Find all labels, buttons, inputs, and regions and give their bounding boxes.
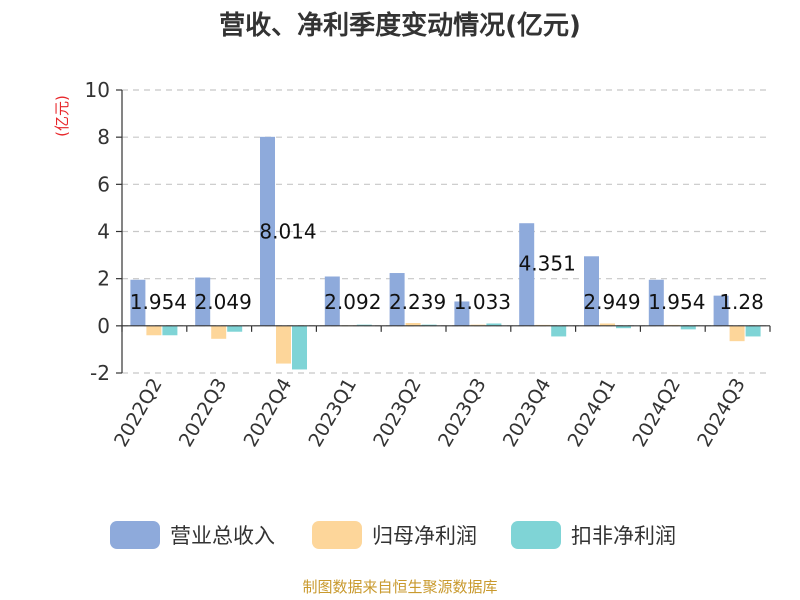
chart-title: 营收、净利季度变动情况(亿元)	[219, 10, 581, 41]
bar	[600, 323, 615, 326]
bar	[162, 325, 178, 336]
x-tick-label: 2024Q1	[564, 375, 621, 451]
bar	[680, 325, 696, 330]
source-note: 制图数据来自恒生聚源数据库	[302, 578, 497, 596]
y-tick-label: -2	[90, 361, 110, 385]
bar	[584, 256, 599, 326]
data-label: 4.351	[519, 251, 576, 275]
legend: 营业总收入 归母净利润 扣非净利润	[110, 521, 676, 549]
bar	[405, 323, 421, 326]
bar	[292, 325, 307, 370]
x-tick-label: 2023Q1	[304, 375, 361, 451]
x-tick-label: 2022Q2	[110, 375, 167, 451]
y-tick-label: 2	[97, 267, 110, 291]
x-tick-label: 2023Q2	[369, 375, 426, 451]
bar	[729, 325, 745, 342]
x-tick-label: 2024Q3	[693, 375, 750, 451]
bar	[195, 277, 211, 326]
data-label: 2.949	[583, 290, 640, 314]
bar	[389, 273, 405, 326]
legend-label: 营业总收入	[170, 524, 275, 548]
bar	[745, 325, 761, 337]
bar	[713, 295, 729, 326]
legend-swatch	[110, 521, 160, 549]
x-tick-label: 2023Q4	[499, 375, 556, 451]
bar	[648, 279, 664, 326]
data-label: 2.239	[389, 290, 446, 314]
data-label: 1.954	[648, 290, 705, 314]
x-tick-label: 2022Q3	[175, 375, 232, 451]
bar	[551, 325, 567, 337]
bar	[146, 325, 162, 336]
bar	[227, 325, 243, 332]
bar	[616, 325, 631, 329]
y-tick-label: 6	[97, 172, 110, 196]
bar	[519, 223, 535, 326]
data-labels: 1.954 2.049 8.014 2.092 2.239 1.033 4.351 2.949…	[130, 220, 764, 314]
data-label: 1.954	[130, 290, 187, 314]
y-tick-label: 10	[85, 78, 110, 102]
y-tick-label: 0	[97, 314, 110, 338]
y-tick-label: 8	[97, 125, 110, 149]
data-label: 2.049	[195, 290, 252, 314]
bar	[486, 323, 502, 326]
legend-swatch	[312, 521, 362, 549]
bar	[211, 325, 227, 339]
x-tick-label: 2022Q4	[240, 375, 297, 451]
data-label: 8.014	[259, 220, 316, 244]
x-tick-label: 2023Q3	[434, 375, 491, 451]
data-label: 1.28	[719, 290, 764, 314]
bars	[130, 136, 761, 370]
data-label: 1.033	[454, 290, 511, 314]
bar	[454, 301, 470, 326]
bar	[260, 136, 275, 326]
bar	[276, 325, 291, 364]
legend-label: 扣非净利润	[571, 524, 676, 548]
bar	[130, 279, 146, 326]
data-label: 2.092	[324, 290, 381, 314]
legend-label: 归母净利润	[372, 524, 477, 548]
bar	[324, 276, 340, 326]
y-axis-unit: (亿元)	[53, 95, 71, 137]
x-tick-label: 2024Q2	[628, 375, 685, 451]
y-tick-label: 4	[97, 220, 110, 244]
legend-swatch	[511, 521, 561, 549]
